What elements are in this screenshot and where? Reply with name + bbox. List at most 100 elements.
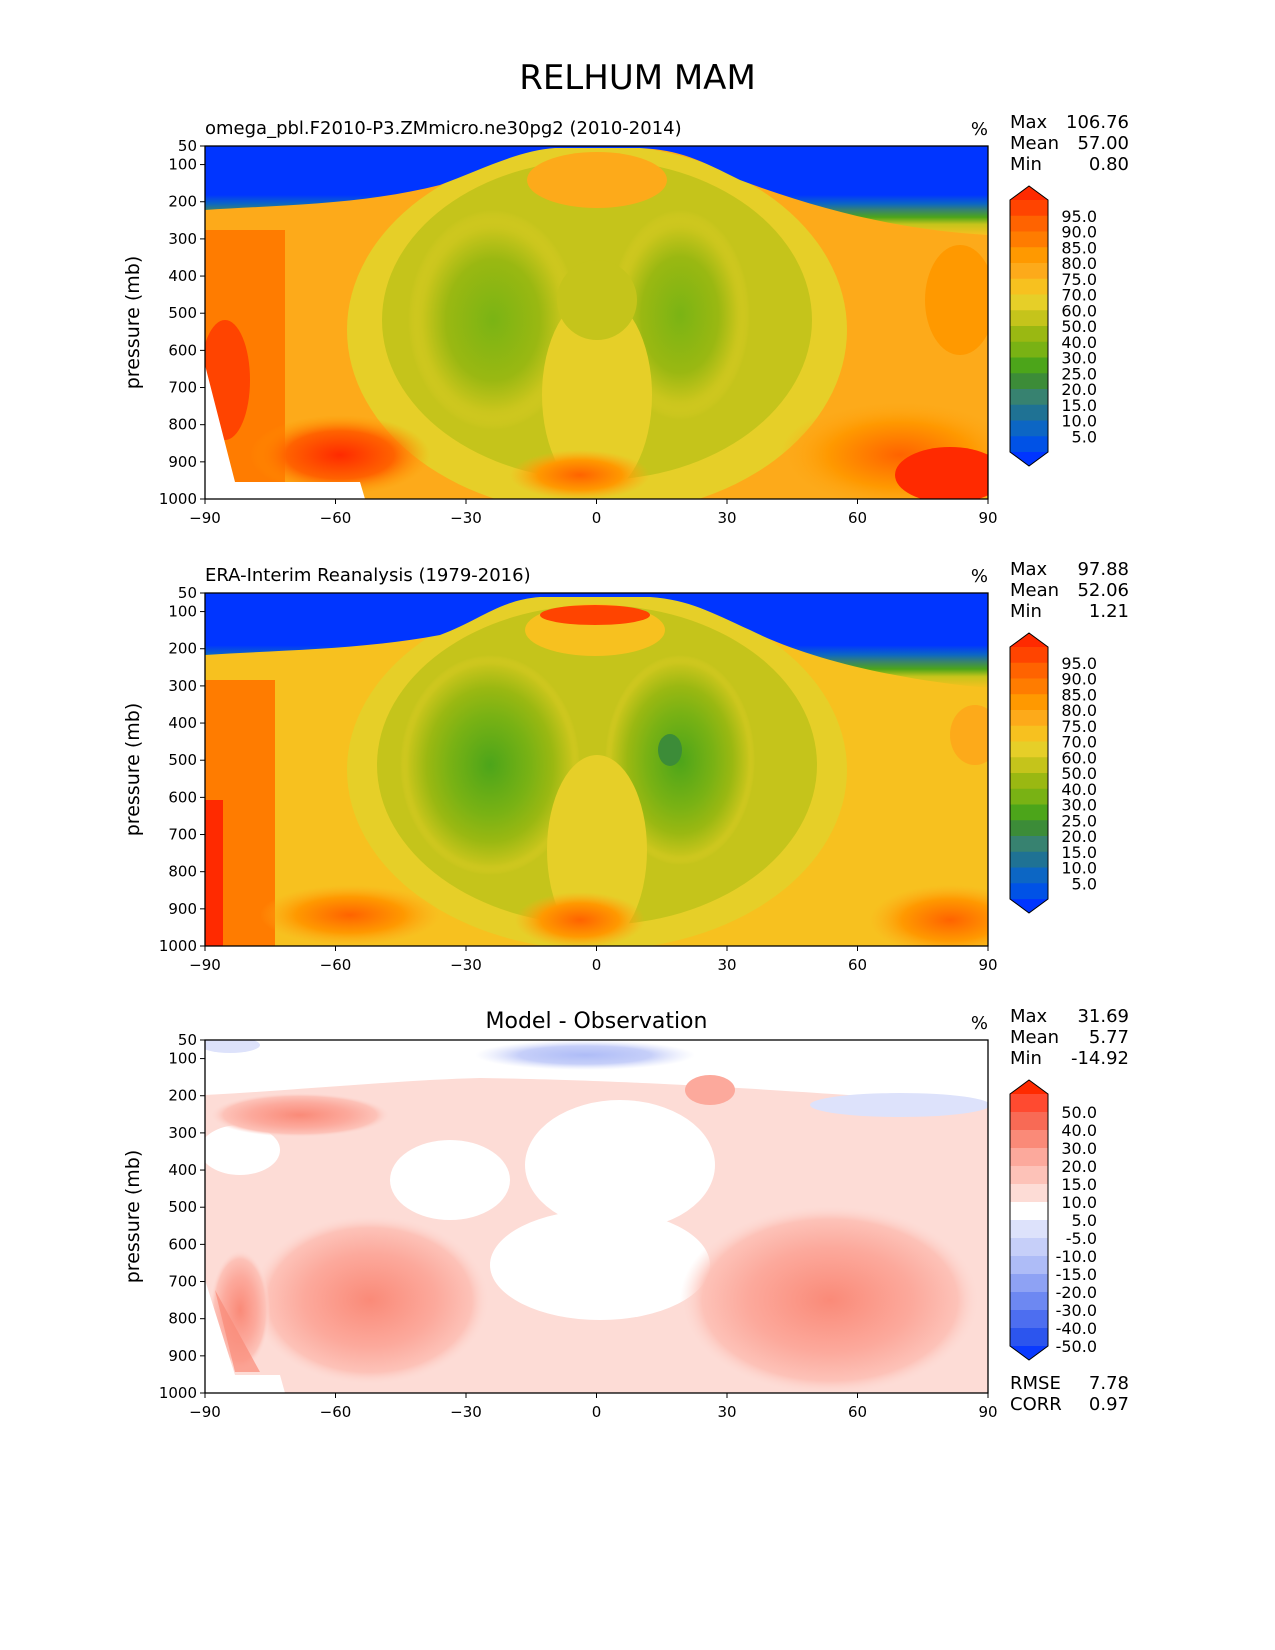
colorbar-swatch	[1010, 1148, 1048, 1167]
y-tick-label: 500	[168, 304, 197, 322]
stat-label: Min	[1010, 1048, 1042, 1069]
colorbar-swatch	[1010, 1274, 1048, 1293]
colorbar-swatch	[1010, 389, 1048, 406]
colorbar-label: 30.0	[1061, 796, 1097, 815]
colorbar-swatch	[1010, 836, 1048, 853]
y-tick-label: 500	[168, 1198, 197, 1216]
y-tick-label: 500	[168, 751, 197, 769]
stat-label: CORR	[1010, 1394, 1062, 1415]
y-tick-label: 200	[168, 1087, 197, 1105]
colorbar-swatch	[1010, 694, 1048, 711]
colorbar-swatch	[1010, 662, 1048, 679]
x-tick-label: 60	[848, 509, 867, 527]
x-tick-label: 90	[978, 956, 997, 974]
colorbar-label: 25.0	[1061, 811, 1097, 830]
units-label: %	[971, 119, 988, 140]
y-tick-label: 900	[168, 453, 197, 471]
stat-value: 7.78	[1089, 1373, 1129, 1394]
colorbar-label: 85.0	[1061, 685, 1097, 704]
colorbar-cap-top	[1010, 186, 1048, 200]
colorbar-label: 80.0	[1061, 701, 1097, 720]
colorbar-label: 70.0	[1061, 286, 1097, 305]
colorbar-label: 70.0	[1061, 733, 1097, 752]
y-tick-label: 600	[168, 341, 197, 359]
y-tick-label: 50	[178, 584, 197, 602]
colorbar: 95.090.085.080.075.070.060.050.040.030.0…	[1009, 185, 1097, 467]
stat-value: 106.76	[1066, 112, 1129, 133]
colorbar-label: 95.0	[1061, 207, 1097, 226]
colorbar-label: 40.0	[1061, 1121, 1097, 1140]
colorbar-swatch	[1010, 420, 1048, 437]
colorbar-cap-top	[1010, 633, 1048, 647]
colorbar-swatch	[1010, 436, 1048, 453]
y-tick-label: 700	[168, 826, 197, 844]
colorbar-swatch	[1010, 310, 1048, 327]
stat-label: Mean	[1010, 580, 1059, 601]
stat-label: Max	[1010, 1006, 1048, 1027]
y-tick-label: 700	[168, 1273, 197, 1291]
y-tick-label: 1000	[159, 1384, 197, 1402]
figure-title: RELHUM MAM	[519, 58, 756, 98]
stat-value: 52.06	[1077, 580, 1129, 601]
colorbar-label: 5.0	[1072, 874, 1097, 893]
colorbar-label: 20.0	[1061, 827, 1097, 846]
x-tick-label: 0	[592, 1403, 602, 1421]
stat-label: Max	[1010, 112, 1048, 133]
colorbar-label: 90.0	[1061, 670, 1097, 689]
stat-value: 0.80	[1089, 154, 1129, 175]
x-tick-label: −90	[189, 956, 221, 974]
colorbar-label: 5.0	[1072, 1211, 1097, 1230]
colorbar-swatch	[1010, 231, 1048, 248]
y-tick-label: 800	[168, 863, 197, 881]
colorbar-label: 15.0	[1061, 1175, 1097, 1194]
x-tick-label: 30	[717, 956, 736, 974]
colorbar-swatch	[1010, 1310, 1048, 1329]
y-tick-label: 900	[168, 900, 197, 918]
colorbar-swatch	[1010, 725, 1048, 742]
colorbar-label: -5.0	[1066, 1229, 1097, 1248]
colorbar-swatch	[1010, 404, 1048, 421]
colorbar-swatch	[1010, 215, 1048, 232]
colorbar-label: 15.0	[1061, 396, 1097, 415]
y-tick-label: 100	[168, 156, 197, 174]
colorbar-swatch	[1010, 263, 1048, 280]
colorbar-swatch	[1010, 804, 1048, 821]
colorbar-swatch	[1010, 757, 1048, 774]
x-tick-label: −60	[320, 509, 352, 527]
colorbar-label: 60.0	[1061, 748, 1097, 767]
x-tick-label: −90	[189, 509, 221, 527]
colorbar-swatch	[1010, 1202, 1048, 1221]
x-tick-label: −60	[320, 956, 352, 974]
panel-2-field	[205, 593, 988, 946]
colorbar-swatch	[1010, 820, 1048, 837]
colorbar-label: 60.0	[1061, 301, 1097, 320]
colorbar-label: -15.0	[1056, 1265, 1097, 1284]
colorbar-swatch	[1010, 1112, 1048, 1131]
colorbar-label: 40.0	[1061, 333, 1097, 352]
y-tick-label: 800	[168, 416, 197, 434]
colorbar-swatch	[1010, 883, 1048, 900]
colorbar-swatch	[1010, 867, 1048, 884]
panel-1-field	[205, 146, 988, 499]
colorbar-cap-bottom	[1010, 452, 1048, 466]
colorbar-label: 10.0	[1061, 1193, 1097, 1212]
x-tick-label: 30	[717, 1403, 736, 1421]
colorbar-label: 25.0	[1061, 364, 1097, 383]
colorbar-swatch	[1010, 773, 1048, 790]
y-tick-label: 400	[168, 1161, 197, 1179]
colorbar-swatch	[1010, 1220, 1048, 1239]
colorbar-label: 10.0	[1061, 412, 1097, 431]
y-axis-label: pressure (mb)	[122, 703, 144, 837]
x-tick-label: 90	[978, 1403, 997, 1421]
stat-value: 0.97	[1089, 1394, 1129, 1415]
colorbar-label: 15.0	[1061, 843, 1097, 862]
y-tick-label: 400	[168, 714, 197, 732]
colorbar-swatch	[1010, 851, 1048, 868]
colorbar-swatch	[1010, 247, 1048, 264]
colorbar-swatch	[1010, 647, 1048, 664]
stat-value: -14.92	[1071, 1048, 1129, 1069]
stat-label: Mean	[1010, 133, 1059, 154]
colorbar-label: -30.0	[1056, 1301, 1097, 1320]
colorbar-label: 20.0	[1061, 380, 1097, 399]
